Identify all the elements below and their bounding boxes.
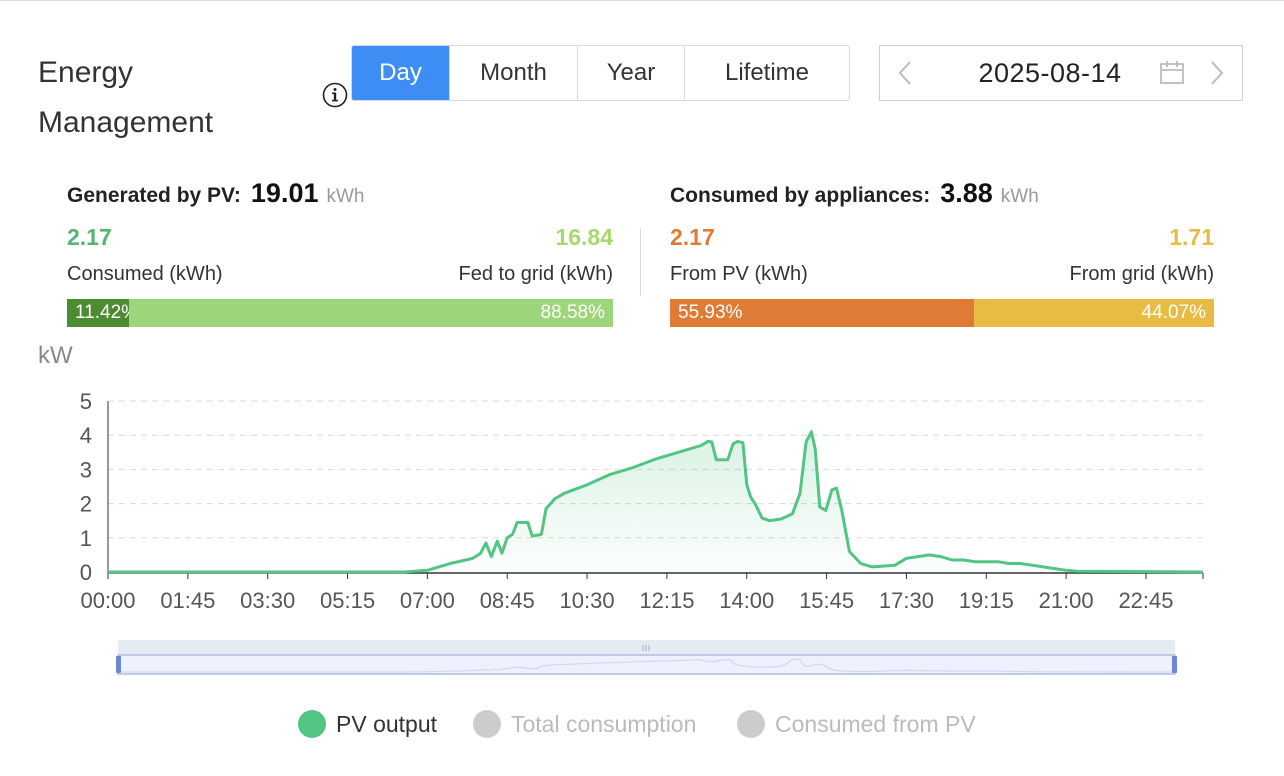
- y-tick-label: 0: [80, 560, 92, 585]
- legend-consumed-from-pv-label: Consumed from PV: [775, 710, 976, 737]
- consumed-from-grid-value: 1.71: [1169, 224, 1214, 250]
- pv-output-line: [108, 430, 1204, 574]
- consumed-header: Consumed by appliances: 3.88 kWh: [670, 178, 1214, 214]
- x-tick-label: 17:30: [879, 588, 934, 613]
- consumed-from-grid-pct: 44.07%: [1141, 302, 1206, 323]
- legend-total-consumption[interactable]: Total consumption: [473, 704, 696, 744]
- pv-output-area: [108, 431, 1203, 572]
- x-tick-label: 08:45: [480, 588, 535, 613]
- page-title-line2: Management: [38, 106, 214, 139]
- zoom-slider[interactable]: [116, 640, 1177, 675]
- x-tick-label: 22:45: [1118, 588, 1173, 613]
- consumed-from-pv-label: From PV (kWh): [670, 263, 808, 285]
- consumed-label: Consumed by appliances:: [670, 184, 931, 207]
- x-tick-label: 07:00: [400, 588, 455, 613]
- y-axis-unit: kW: [38, 342, 73, 369]
- consumed-total: 3.88: [940, 178, 993, 208]
- zoom-handle-right[interactable]: [1172, 656, 1177, 673]
- x-tick-label: 03:30: [240, 588, 295, 613]
- consumed-labels: From PV (kWh) From grid (kWh): [670, 263, 1214, 286]
- page-title: Energy Management: [38, 48, 268, 148]
- consumed-from-grid-segment: 44.07%: [974, 299, 1214, 327]
- x-tick-label: 12:15: [639, 588, 694, 613]
- generated-unit: kWh: [326, 186, 365, 207]
- y-tick-label: 5: [80, 389, 92, 414]
- generated-panel: Generated by PV: 19.01 kWh 2.17 16.84 Co…: [67, 178, 613, 327]
- y-tick-label: 4: [80, 423, 92, 448]
- calendar-icon: [1160, 61, 1184, 84]
- y-tick-label: 2: [80, 492, 92, 517]
- consumed-values: 2.17 1.71: [670, 224, 1214, 251]
- generated-values: 2.17 16.84: [67, 224, 613, 251]
- pv-chart: 0 1 2 3 4 5 00:00 01:45 03:30 05:15 07:00 08:45 10:3…: [80, 389, 1204, 675]
- tab-lifetime[interactable]: Lifetime: [684, 46, 849, 100]
- legend-pv-output-label: PV output: [336, 710, 438, 737]
- chevron-left-icon: [898, 61, 911, 85]
- y-tick-label: 3: [80, 457, 92, 482]
- tab-month[interactable]: Month: [449, 46, 577, 100]
- generated-label: Generated by PV:: [67, 184, 241, 207]
- legend-pv-output-marker: [298, 710, 326, 738]
- tab-day[interactable]: Day: [352, 46, 449, 100]
- period-tabs: Day Month Year Lifetime: [351, 45, 850, 101]
- panel-divider: [640, 228, 641, 296]
- consumed-from-pv-value: 2.17: [670, 224, 715, 250]
- consumed-from-pv-segment: 55.93%: [670, 299, 975, 327]
- generated-labels: Consumed (kWh) Fed to grid (kWh): [67, 263, 613, 286]
- generated-fed-label: Fed to grid (kWh): [458, 263, 613, 285]
- info-icon[interactable]: [322, 82, 348, 108]
- generated-total: 19.01: [250, 178, 319, 208]
- consumed-from-pv-pct: 55.93%: [678, 302, 743, 323]
- page-title-line1: Energy: [38, 56, 134, 89]
- generated-fed-pct: 88.58%: [540, 302, 605, 323]
- y-tick-label: 1: [80, 526, 92, 551]
- generated-consumed-segment: 11.42%: [67, 299, 138, 327]
- x-tick-label: 21:00: [1039, 588, 1094, 613]
- consumed-split-bar: 55.93% 44.07%: [670, 299, 1214, 327]
- zoom-handle-left[interactable]: [116, 656, 121, 673]
- legend-total-consumption-marker: [473, 710, 501, 738]
- legend-total-consumption-label: Total consumption: [511, 710, 697, 737]
- top-border: [0, 0, 1284, 1]
- legend-consumed-from-pv-marker: [737, 710, 765, 738]
- zoom-grip-icon[interactable]: [642, 645, 650, 651]
- generated-consumed-value: 2.17: [67, 224, 112, 250]
- generated-consumed-pct: 11.42%: [75, 302, 139, 323]
- x-tick-label: 10:30: [560, 588, 615, 613]
- x-tick-label: 14:00: [719, 588, 774, 613]
- x-tick-label: 05:15: [320, 588, 375, 613]
- x-tick-label: 19:15: [959, 588, 1014, 613]
- chevron-right-icon: [1211, 61, 1224, 85]
- consumed-from-grid-label: From grid (kWh): [1069, 263, 1214, 285]
- calendar-button[interactable]: [1152, 46, 1192, 100]
- x-tick-label: 01:45: [160, 588, 215, 613]
- generated-split-bar: 11.42% 88.58%: [67, 299, 613, 327]
- next-date-button[interactable]: [1192, 46, 1242, 100]
- generated-fed-value: 16.84: [555, 224, 613, 250]
- tab-year[interactable]: Year: [577, 46, 684, 100]
- date-value[interactable]: 2025-08-14: [978, 57, 1122, 88]
- chart-legend: PV output Total consumption Consumed fro…: [0, 704, 1284, 744]
- generated-header: Generated by PV: 19.01 kWh: [67, 178, 613, 214]
- x-tick-label: 00:00: [80, 588, 135, 613]
- zoom-slider-preview: [120, 658, 1174, 673]
- generated-consumed-label: Consumed (kWh): [67, 263, 223, 285]
- legend-pv-output[interactable]: PV output: [298, 704, 437, 744]
- consumed-unit: kWh: [1000, 186, 1039, 207]
- previous-date-button[interactable]: [880, 46, 930, 100]
- consumed-panel: Consumed by appliances: 3.88 kWh 2.17 1.…: [670, 178, 1214, 327]
- legend-consumed-from-pv[interactable]: Consumed from PV: [737, 704, 976, 744]
- generated-fed-segment: 88.58%: [129, 299, 613, 327]
- date-picker: 2025-08-14: [879, 45, 1243, 101]
- x-tick-label: 15:45: [799, 588, 854, 613]
